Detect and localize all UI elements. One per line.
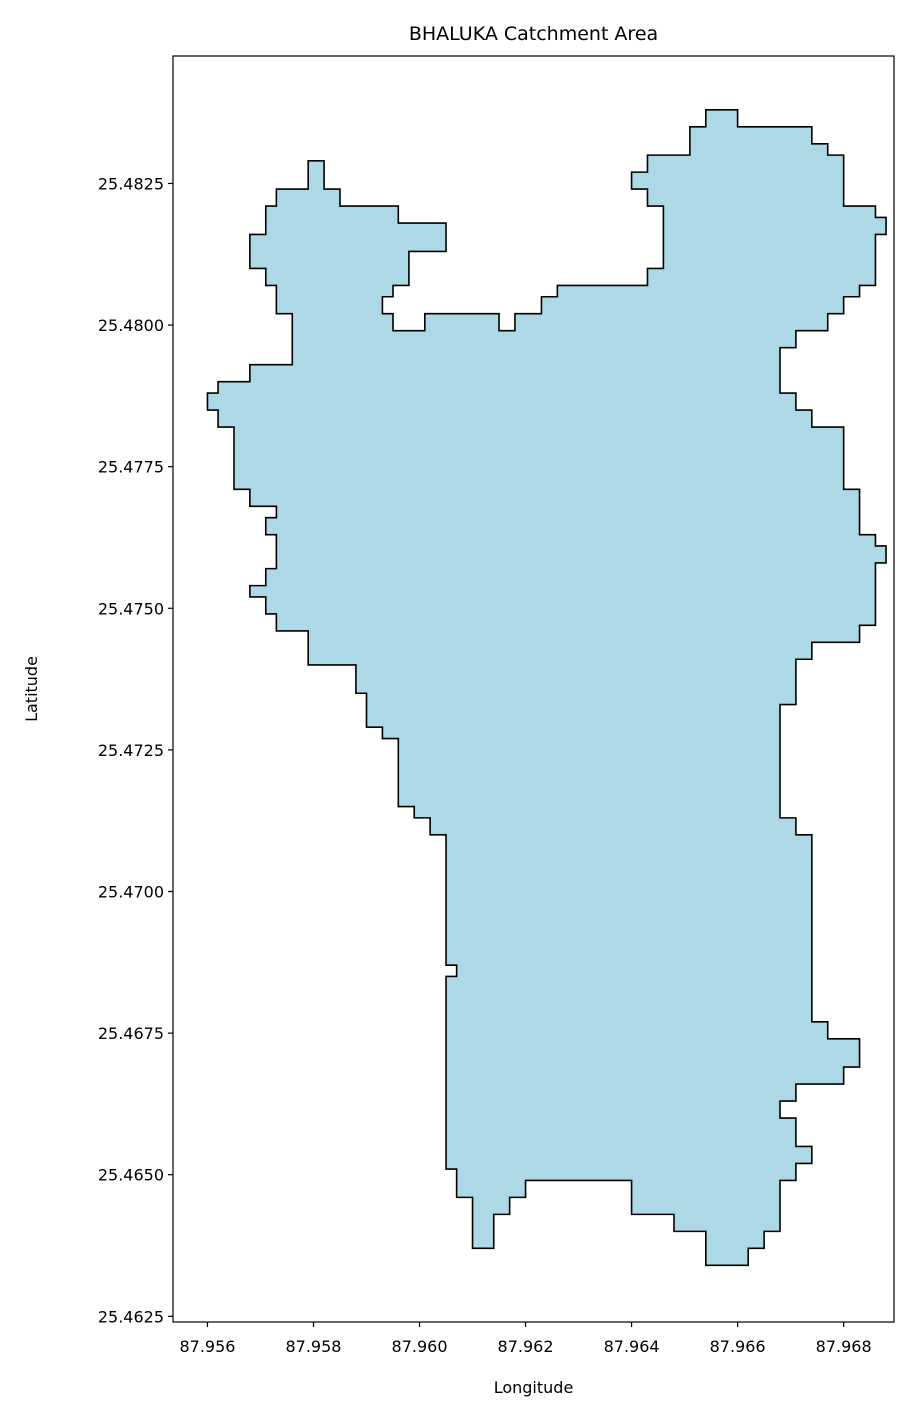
x-tick-label: 87.956 — [179, 1337, 235, 1356]
plot-frame — [172, 55, 895, 1323]
x-tick-label: 87.968 — [816, 1337, 872, 1356]
y-tick-label: 25.4650 — [98, 1166, 164, 1185]
plot-area — [206, 109, 887, 1267]
y-tick-label: 25.4625 — [98, 1307, 164, 1326]
y-tick-label: 25.4675 — [98, 1024, 164, 1043]
catchment-polygon — [206, 109, 887, 1267]
y-tick-label: 25.4700 — [98, 883, 164, 902]
y-tick-label: 25.4775 — [98, 458, 164, 477]
y-axis-ticks: 25.4625 25.4650 25.4675 25.4700 25.4725 25.47… — [98, 174, 173, 1326]
x-tick-label: 87.958 — [285, 1337, 341, 1356]
chart-title: BHALUKA Catchment Area — [409, 23, 658, 45]
x-axis-ticks: 87.956 87.958 87.960 87.962 87.964 87.966 87.9… — [179, 1322, 872, 1356]
y-axis-title: Latitude — [22, 656, 41, 722]
y-tick-label: 25.4800 — [98, 316, 164, 335]
x-tick-label: 87.962 — [498, 1337, 554, 1356]
x-tick-label: 87.966 — [710, 1337, 766, 1356]
x-tick-label: 87.964 — [604, 1337, 660, 1356]
y-tick-label: 25.4825 — [98, 174, 164, 193]
x-axis-title: Longitude — [494, 1378, 574, 1397]
y-tick-label: 25.4750 — [98, 599, 164, 618]
y-tick-label: 25.4725 — [98, 741, 164, 760]
x-tick-label: 87.960 — [392, 1337, 448, 1356]
